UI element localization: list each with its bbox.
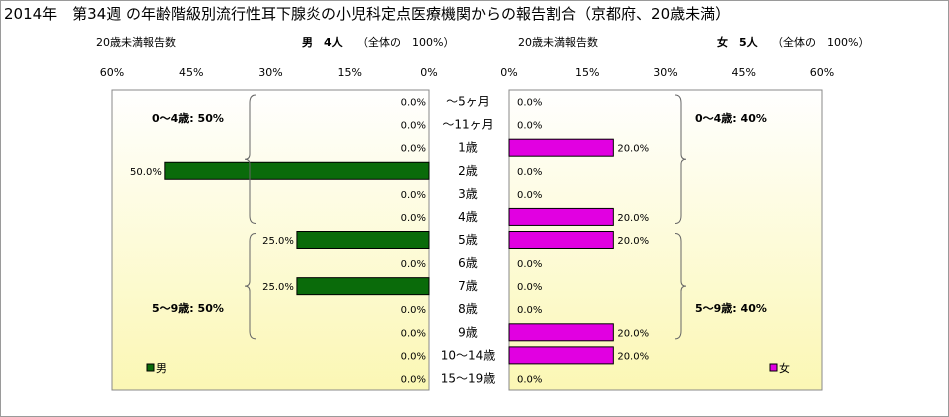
age-category-label: 10～14歳 <box>441 348 496 362</box>
male-bar <box>296 277 430 296</box>
female-axis-tick-label: 45% <box>732 66 756 79</box>
female-legend-swatch <box>769 363 778 372</box>
age-category-label: 1歳 <box>458 141 478 155</box>
age-category-label: 7歳 <box>458 279 478 293</box>
male-data-label: 0.0% <box>401 98 426 109</box>
female-bar <box>508 346 614 365</box>
female-bracket-0-4 <box>674 94 687 224</box>
male-axis-tick-label: 60% <box>100 66 124 79</box>
age-category-label: 6歳 <box>458 256 478 270</box>
female-caption: 20歳未満報告数 <box>518 36 598 49</box>
male-data-label: 0.0% <box>401 144 426 155</box>
female-axis-tick-label: 30% <box>653 66 677 79</box>
female-data-label: 20.0% <box>617 328 649 339</box>
female-bracket-5-9 <box>674 232 687 340</box>
male-data-label: 0.0% <box>401 213 426 224</box>
male-data-label: 0.0% <box>401 259 426 270</box>
male-caption: 20歳未満報告数 <box>96 36 176 49</box>
female-data-label: 0.0% <box>517 167 542 178</box>
female-data-label: 20.0% <box>617 213 649 224</box>
female-axis-tick-label: 0% <box>500 66 517 79</box>
female-data-label: 0.0% <box>517 190 542 201</box>
female-annotation-0-4: 0～4歳: 40% <box>695 111 767 125</box>
age-category-label: ～5ヶ月 <box>446 95 490 109</box>
female-data-label: 0.0% <box>517 374 542 385</box>
male-data-label: 0.0% <box>401 374 426 385</box>
chart-title: 2014年 第34週 の年齢階級別流行性耳下腺炎の小児科定点医療機関からの報告割… <box>4 5 731 23</box>
male-axis-tick-label: 30% <box>258 66 282 79</box>
female-data-label: 0.0% <box>517 98 542 109</box>
male-annotation-0-4: 0～4歳: 50% <box>152 111 224 125</box>
male-axis-tick-label: 15% <box>338 66 362 79</box>
male-axis-tick-label: 45% <box>179 66 203 79</box>
male-data-label: 25.0% <box>262 236 294 247</box>
female-bar <box>508 138 614 157</box>
female-count: 女 5人 <box>717 36 758 49</box>
age-category-label: 9歳 <box>458 325 478 339</box>
female-data-label: 0.0% <box>517 259 542 270</box>
female-bar <box>508 207 614 226</box>
male-bracket-0-4 <box>244 94 257 224</box>
male-bar <box>164 161 430 180</box>
age-category-label: 5歳 <box>458 233 478 247</box>
female-data-label: 20.0% <box>617 144 649 155</box>
male-annotation-5-9: 5～9歳: 50% <box>152 301 224 315</box>
male-legend-label: 男 <box>156 362 167 375</box>
age-category-label: 2歳 <box>458 164 478 178</box>
age-category-label: 8歳 <box>458 302 478 316</box>
female-bar <box>508 323 614 342</box>
male-data-label: 25.0% <box>262 282 294 293</box>
male-axis-tick-label: 0% <box>420 66 437 79</box>
female-data-label: 0.0% <box>517 282 542 293</box>
age-category-label: 4歳 <box>458 210 478 224</box>
male-bracket-5-9 <box>244 232 257 340</box>
female-annotation-5-9: 5～9歳: 40% <box>695 301 767 315</box>
female-bar <box>508 231 614 249</box>
male-count: 男 4人 <box>302 36 343 49</box>
female-data-label: 20.0% <box>617 236 649 247</box>
female-data-label: 20.0% <box>617 351 649 362</box>
male-data-label: 50.0% <box>130 167 162 178</box>
age-category-label: 3歳 <box>458 187 478 201</box>
male-total: （全体の 100%） <box>357 36 455 49</box>
male-data-label: 0.0% <box>401 328 426 339</box>
male-data-label: 0.0% <box>401 305 426 316</box>
female-total: （全体の 100%） <box>772 36 870 49</box>
female-axis-tick-label: 60% <box>810 66 834 79</box>
male-data-label: 0.0% <box>401 351 426 362</box>
female-data-label: 0.0% <box>517 305 542 316</box>
male-legend-swatch <box>146 363 155 372</box>
female-axis-tick-label: 15% <box>575 66 599 79</box>
male-bar <box>296 231 430 249</box>
female-legend-label: 女 <box>779 361 790 375</box>
female-data-label: 0.0% <box>517 121 542 132</box>
male-data-label: 0.0% <box>401 190 426 201</box>
male-data-label: 0.0% <box>401 121 426 132</box>
age-category-label: 15～19歳 <box>441 371 496 385</box>
age-category-label: ～11ヶ月 <box>442 118 493 132</box>
